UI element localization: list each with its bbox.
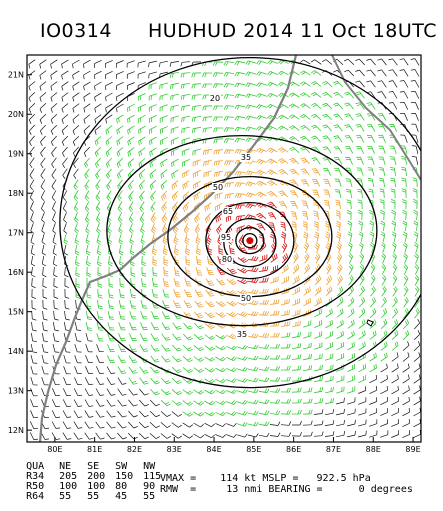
table-cell: 45 [115, 490, 128, 502]
contour-label: 35 [237, 330, 247, 339]
table-cell: 55 [143, 490, 156, 502]
intensity-stats: VMAX = 114 kt MSLP = 922.5 hPa [160, 473, 371, 484]
table-cell: 55 [87, 490, 100, 502]
map-title: HUDHUD 2014 11 Oct 18UTC [148, 20, 438, 42]
lat-tick-label: 14N [8, 347, 24, 356]
contour-label: 20 [210, 94, 220, 103]
isotach-ring [242, 232, 258, 249]
table-cell: 55 [59, 490, 72, 502]
table-cell: R34 [26, 470, 45, 482]
contour-label: 35 [241, 153, 251, 162]
lat-tick-label: 21N [8, 71, 24, 80]
isotach-ring [223, 217, 277, 268]
gale-wind-barbs [63, 59, 420, 427]
col-header: SW [115, 460, 128, 472]
col-header: QUA [26, 460, 45, 472]
contour-label: 95 [221, 233, 231, 242]
table-cell: 100 [87, 480, 106, 492]
lon-tick-label: 82E [127, 445, 142, 454]
lon-tick-label: 80E [47, 445, 62, 454]
table-cell: R50 [26, 480, 45, 492]
table-cell: 80 [115, 480, 128, 492]
storm-center-marker [246, 237, 254, 245]
table-cell: 90 [143, 480, 156, 492]
lat-tick-label: 13N [8, 387, 24, 396]
wind-radii-map: 20 35 50 65 80 95 50 35 80E 81E 82E 83E 84E 85E 86E 87… [8, 54, 422, 454]
table-cell: 150 [115, 470, 134, 482]
lon-tick-label: 84E [206, 445, 221, 454]
table-cell: 100 [59, 480, 78, 492]
lon-tick-label: 89E [405, 445, 420, 454]
coastline-myanmar [331, 55, 421, 181]
contour-label: 50 [241, 294, 251, 303]
table-cell: 115 [143, 470, 162, 482]
lon-tick-label: 87E [326, 445, 341, 454]
latitude-axis: 21N 20N 19N 18N 17N 16N 15N 14N 13N 12N [8, 71, 32, 435]
structure-stats: RMW = 13 nmi BEARING = 0 degrees [160, 484, 413, 495]
contour-labels: 20 35 50 65 80 95 50 35 [209, 94, 252, 339]
lat-tick-label: 12N [8, 426, 24, 435]
coastline-layer [38, 55, 421, 442]
col-header: NW [143, 460, 156, 472]
lon-tick-label: 85E [246, 445, 261, 454]
lon-tick-label: 83E [167, 445, 182, 454]
island-small [366, 319, 374, 327]
storm-id: IO0314 [40, 20, 112, 42]
isotach-ring [205, 201, 295, 280]
isotach-ring [235, 226, 265, 255]
lat-tick-label: 15N [8, 308, 24, 317]
table-row: R64 55 55 45 55 [2, 482, 171, 501]
table-cell: 205 [59, 470, 78, 482]
col-header: NE [59, 460, 72, 472]
lat-tick-label: 18N [8, 189, 24, 198]
table-row: R34 205 200 150 115 [2, 462, 171, 481]
longitude-axis: 80E 81E 82E 83E 84E 85E 86E 87E 88E 89E [47, 437, 421, 454]
lon-tick-label: 86E [286, 445, 301, 454]
contour-label: 50 [213, 183, 223, 192]
lat-tick-label: 19N [8, 150, 24, 159]
lon-tick-label: 88E [366, 445, 381, 454]
isotach-ring [106, 134, 378, 327]
weak-wind-barbs [28, 58, 421, 440]
lon-tick-label: 81E [87, 445, 102, 454]
contour-label: 80 [222, 255, 232, 264]
lat-tick-label: 20N [8, 110, 24, 119]
contour-label: 65 [223, 207, 233, 216]
map-frame [26, 54, 422, 443]
table-cell: R64 [26, 490, 45, 502]
isotach-ring [59, 57, 421, 389]
table-row: R50 100 100 80 90 [2, 472, 171, 491]
wind-radii-table: QUA NE SE SW NW R34 205 200 150 115 R50 100 100 80 9… [2, 452, 171, 501]
coastline-india [38, 55, 298, 442]
storm-wind-barbs [150, 147, 343, 340]
lat-tick-label: 16N [8, 268, 24, 277]
table-cell: 200 [87, 470, 106, 482]
table-header-row: QUA NE SE SW NW [2, 452, 171, 471]
lat-tick-label: 17N [8, 229, 24, 238]
col-header: SE [87, 460, 100, 472]
